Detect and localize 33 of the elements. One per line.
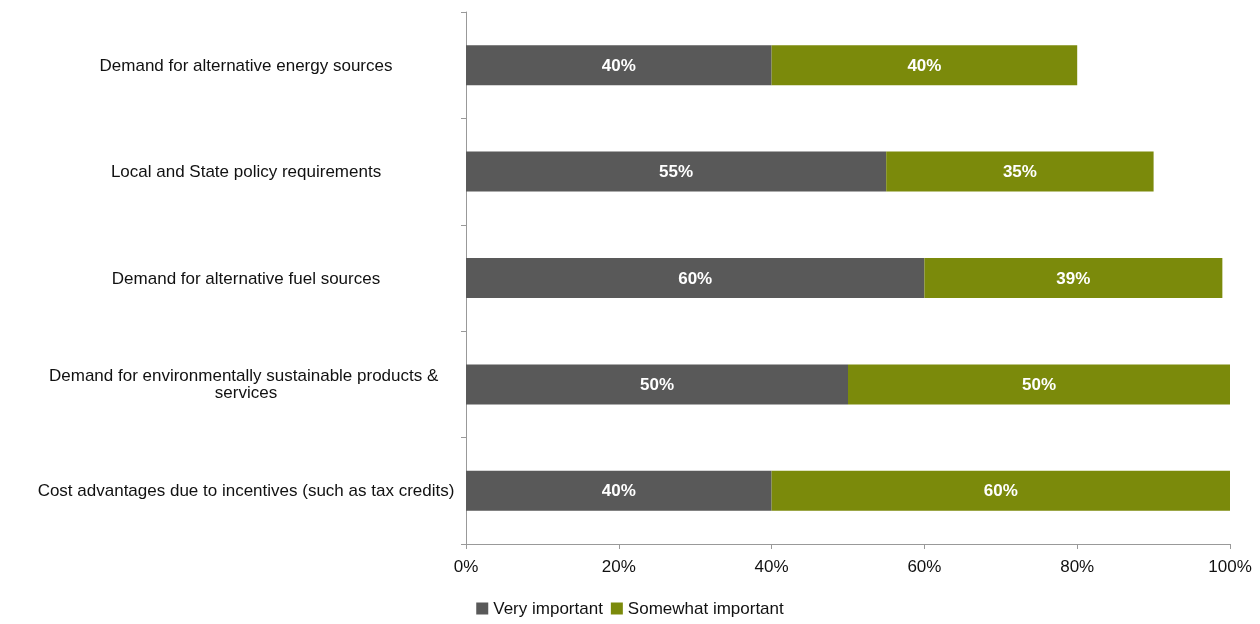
bar — [771, 470, 1230, 511]
x-tick-label: 80% — [1060, 557, 1095, 576]
y-tick-label: Demand for environmentally sustainable products & services — [48, 366, 444, 403]
x-tick-label: 0% — [453, 557, 479, 576]
bar — [771, 45, 1078, 86]
x-tick-label: 20% — [601, 557, 636, 576]
bar — [848, 364, 1230, 405]
bar — [466, 470, 772, 511]
x-tick-label: 100% — [1208, 557, 1252, 576]
y-tick-label: Local and State policy requirements — [110, 162, 382, 182]
data-label: 40% — [601, 481, 636, 501]
data-label: 55% — [659, 162, 694, 182]
y-tick-label: Cost advantages due to incentives (such as tax credits) — [37, 481, 455, 501]
data-label: 50% — [639, 374, 675, 394]
bar — [466, 151, 887, 192]
bar — [466, 364, 848, 405]
bar — [466, 45, 772, 86]
data-label: 35% — [1002, 162, 1037, 182]
data-label: 40% — [601, 55, 636, 75]
x-tick-label: 40% — [754, 557, 789, 576]
y-tick-label: Demand for alternative energy sources — [99, 55, 393, 75]
y-tick-label: Demand for alternative fuel sources — [111, 268, 381, 288]
legend-label: Very important — [493, 599, 604, 618]
bar — [924, 258, 1223, 298]
legend-label: Somewhat important — [627, 599, 785, 618]
data-label: 40% — [907, 55, 942, 75]
x-tick-label: 60% — [907, 557, 942, 576]
bar — [886, 151, 1154, 192]
data-label: 60% — [678, 268, 713, 288]
data-label: 39% — [1056, 268, 1091, 288]
bar — [466, 258, 925, 298]
data-label: 50% — [1021, 374, 1057, 394]
data-label: 60% — [983, 481, 1018, 501]
